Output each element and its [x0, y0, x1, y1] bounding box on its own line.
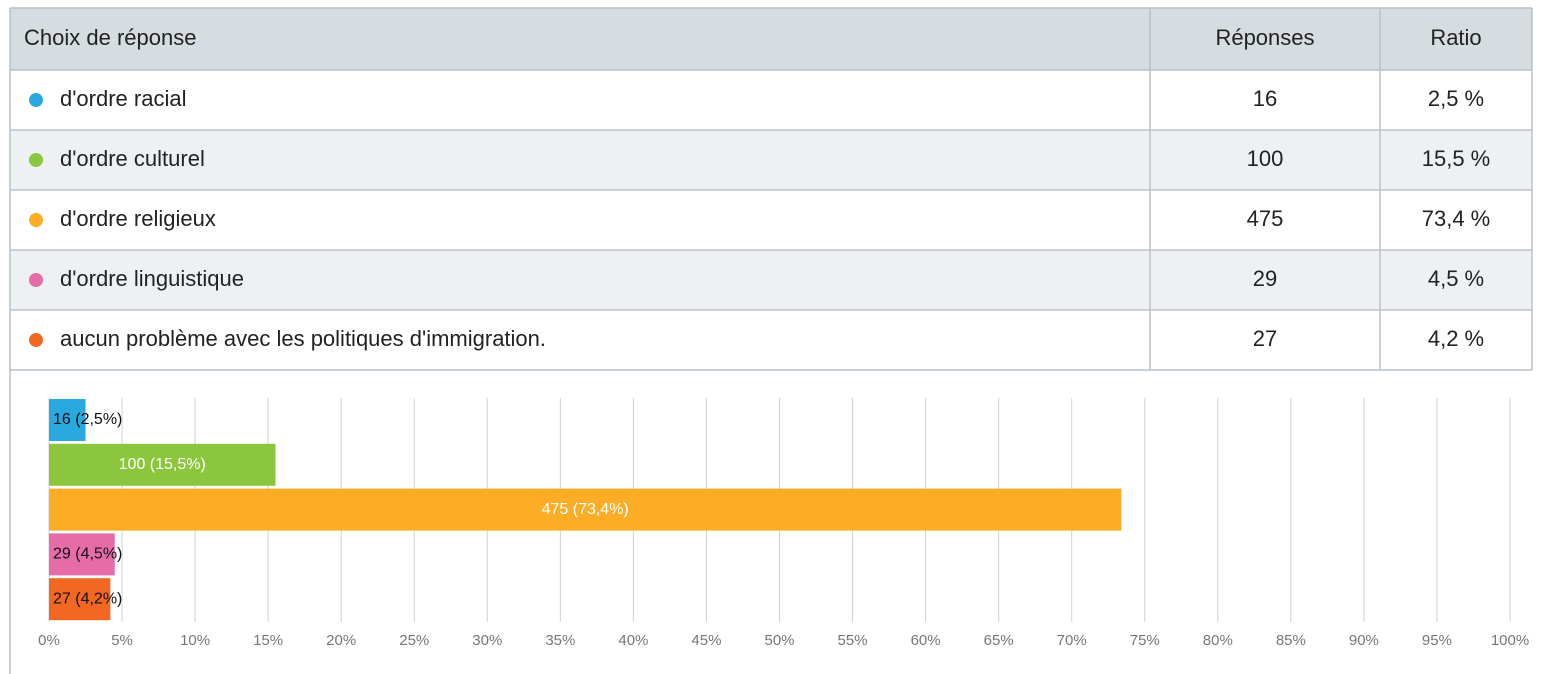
table-row [10, 310, 1532, 370]
value-label: 16 (2,5%) [53, 411, 122, 428]
x-tick-label: 15% [253, 632, 283, 649]
table-cell: 73,4 % [1422, 206, 1491, 231]
table-cell: aucun problème avec les politiques d'imm… [60, 326, 546, 351]
legend-dot [29, 93, 43, 107]
table-cell: 29 [1253, 266, 1277, 291]
value-label: 100 (15,5%) [119, 456, 206, 473]
x-tick-label: 35% [545, 632, 575, 649]
x-tick-label: 0% [38, 632, 60, 649]
x-tick-label: 10% [180, 632, 210, 649]
table-cell: 4,5 % [1428, 266, 1484, 291]
x-tick-label: 20% [326, 632, 356, 649]
x-tick-label: 60% [911, 632, 941, 649]
bar [49, 533, 115, 576]
table-cell: 100 [1247, 146, 1284, 171]
value-label: 27 (4,2%) [53, 590, 122, 607]
table-row [10, 130, 1532, 190]
table-cell: 2,5 % [1428, 86, 1484, 111]
x-tick-label: 100% [1491, 632, 1529, 649]
x-tick-label: 5% [111, 632, 133, 649]
header-cell: Choix de réponse [24, 25, 196, 50]
table-cell: d'ordre religieux [60, 206, 216, 231]
x-tick-label: 40% [618, 632, 648, 649]
table-row [10, 70, 1532, 130]
x-tick-label: 25% [399, 632, 429, 649]
x-tick-label: 45% [691, 632, 721, 649]
bar [49, 578, 111, 621]
legend-dot [29, 333, 43, 347]
value-label: 29 (4,5%) [53, 546, 122, 563]
value-label: 475 (73,4%) [542, 501, 629, 518]
header-row [10, 8, 1532, 70]
x-tick-label: 70% [1057, 632, 1087, 649]
bar [49, 443, 276, 486]
table-cell: d'ordre culturel [60, 146, 205, 171]
table-cell: d'ordre racial [60, 86, 186, 111]
table-cell: 475 [1247, 206, 1284, 231]
table-row [10, 250, 1532, 310]
x-tick-label: 80% [1203, 632, 1233, 649]
x-tick-label: 75% [1130, 632, 1160, 649]
bar [49, 488, 1122, 531]
x-tick-label: 85% [1276, 632, 1306, 649]
header-cell: Ratio [1430, 25, 1481, 50]
x-tick-label: 55% [838, 632, 868, 649]
bar [49, 399, 86, 441]
header-cell: Réponses [1215, 25, 1314, 50]
table-cell: 27 [1253, 326, 1277, 351]
table-row [10, 190, 1532, 250]
x-tick-label: 90% [1349, 632, 1379, 649]
legend-dot [29, 153, 43, 167]
table-cell: 4,2 % [1428, 326, 1484, 351]
x-tick-label: 95% [1422, 632, 1452, 649]
legend-dot [29, 273, 43, 287]
table-cell: 16 [1253, 86, 1277, 111]
x-tick-label: 50% [764, 632, 794, 649]
legend-dot [29, 213, 43, 227]
x-tick-label: 30% [472, 632, 502, 649]
table-cell: d'ordre linguistique [60, 266, 244, 291]
x-tick-label: 65% [984, 632, 1014, 649]
table-cell: 15,5 % [1422, 146, 1491, 171]
